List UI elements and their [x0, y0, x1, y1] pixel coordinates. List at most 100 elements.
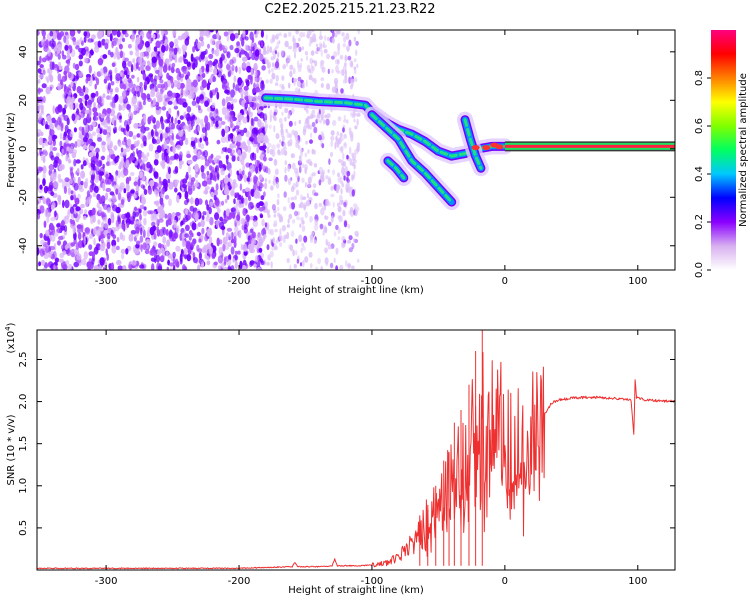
noise-speckle [155, 254, 161, 263]
noise-speckle [80, 170, 86, 179]
noise-speckle [140, 244, 143, 252]
noise-speckle [95, 147, 100, 153]
noise-speckle [241, 197, 245, 204]
noise-speckle [209, 201, 214, 207]
noise-speckle [254, 33, 258, 39]
noise-speckle [291, 162, 296, 170]
noise-speckle [121, 140, 127, 146]
noise-speckle [110, 229, 114, 237]
noise-speckle [102, 203, 109, 210]
noise-speckle [267, 254, 271, 261]
noise-speckle [239, 203, 245, 208]
noise-speckle [43, 220, 47, 228]
noise-speckle [163, 227, 167, 236]
noise-speckle [133, 30, 137, 34]
noise-speckle [239, 129, 245, 137]
noise-speckle [145, 179, 148, 186]
noise-speckle [343, 175, 346, 181]
noise-speckle [70, 195, 74, 201]
noise-speckle [60, 220, 65, 227]
noise-speckle [259, 214, 264, 219]
noise-speckle [343, 142, 347, 147]
noise-speckle [79, 88, 84, 94]
noise-speckle [182, 101, 188, 108]
noise-speckle [241, 151, 247, 160]
noise-speckle [57, 104, 63, 113]
noise-speckle [222, 243, 226, 252]
noise-speckle [82, 215, 87, 220]
noise-speckle [300, 247, 303, 254]
noise-speckle [266, 45, 270, 52]
noise-speckle [296, 211, 300, 216]
noise-speckle [350, 78, 355, 83]
noise-speckle [91, 257, 95, 265]
noise-speckle [138, 56, 143, 64]
noise-speckle [161, 152, 165, 161]
noise-speckle [138, 171, 144, 179]
spectrogram-x-tick-label: -300 [95, 276, 118, 287]
noise-speckle [219, 57, 223, 64]
noise-speckle [52, 134, 56, 142]
noise-speckle [263, 156, 267, 162]
noise-speckle [348, 76, 352, 85]
noise-speckle [57, 240, 61, 246]
noise-speckle [215, 220, 220, 229]
noise-speckle [157, 83, 163, 89]
noise-speckle [187, 181, 191, 188]
noise-speckle [49, 61, 55, 70]
noise-speckle [83, 236, 86, 245]
noise-speckle [216, 70, 222, 78]
noise-speckle [119, 76, 123, 84]
noise-speckle [269, 109, 273, 118]
noise-speckle [136, 133, 141, 138]
noise-speckle [275, 33, 280, 40]
noise-speckle [52, 105, 55, 114]
chart-title: C2E2.2025.215.21.23.R22 [264, 2, 436, 17]
noise-speckle [39, 184, 43, 190]
noise-speckle [271, 72, 276, 80]
noise-speckle [337, 48, 340, 56]
noise-speckle [68, 263, 73, 270]
noise-speckle [111, 117, 115, 125]
noise-speckle [177, 47, 182, 55]
noise-speckle [314, 218, 319, 226]
noise-speckle [111, 160, 115, 166]
noise-speckle [139, 264, 145, 269]
noise-speckle [339, 54, 344, 60]
noise-speckle [304, 211, 308, 218]
noise-speckle [140, 86, 144, 95]
noise-speckle [265, 166, 269, 174]
spectrogram-plot-area [37, 30, 675, 270]
noise-speckle [137, 91, 140, 98]
noise-speckle [243, 224, 248, 230]
snr-y-tick-label: 2.0 [18, 394, 29, 410]
noise-speckle [270, 38, 274, 44]
noise-speckle [41, 83, 47, 89]
noise-speckle [48, 203, 52, 210]
noise-speckle [230, 207, 236, 213]
noise-speckle [39, 248, 45, 257]
noise-speckle [153, 66, 157, 72]
noise-speckle [238, 66, 242, 75]
noise-speckle [145, 238, 151, 244]
noise-speckle [154, 182, 158, 190]
noise-speckle [171, 215, 174, 224]
noise-speckle [223, 177, 228, 185]
noise-speckle [56, 65, 60, 74]
noise-speckle [354, 77, 358, 83]
noise-speckle [229, 121, 233, 129]
noise-speckle [158, 66, 163, 71]
noise-speckle [233, 198, 236, 205]
noise-speckle [335, 247, 339, 255]
noise-speckle [151, 56, 157, 64]
noise-speckle [311, 114, 316, 118]
noise-speckle [149, 180, 155, 187]
noise-speckle [242, 62, 247, 69]
noise-speckle [317, 46, 322, 52]
noise-speckle [287, 82, 291, 89]
noise-speckle [234, 225, 239, 233]
noise-speckle [182, 178, 188, 184]
noise-speckle [341, 241, 345, 249]
noise-speckle [93, 102, 96, 109]
noise-speckle [255, 187, 259, 197]
